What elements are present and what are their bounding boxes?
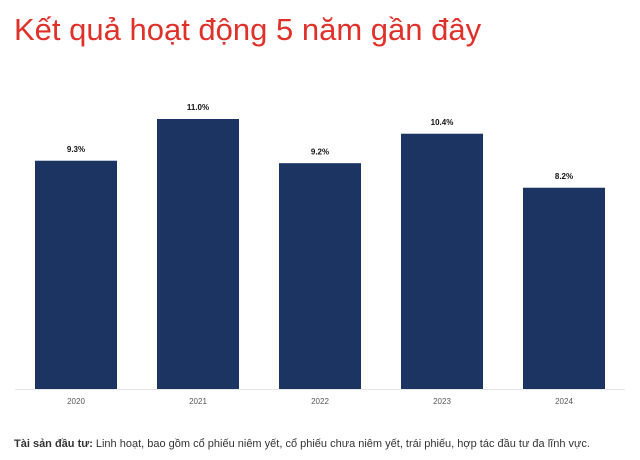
value-label: 8.2% (555, 172, 573, 181)
value-label: 9.2% (311, 147, 329, 156)
x-tick-label: 2021 (189, 397, 207, 406)
footnote-label: Tài sản đầu tư: (14, 438, 93, 450)
value-label: 10.4% (431, 118, 454, 127)
x-tick-label: 2020 (67, 397, 85, 406)
x-tick-label: 2024 (555, 397, 573, 406)
value-label: 9.3% (67, 145, 85, 154)
x-tick-label: 2023 (433, 397, 451, 406)
value-label: 11.0% (187, 103, 209, 112)
bar (279, 163, 361, 389)
bar (523, 187, 605, 389)
footnote-text: Linh hoạt, bao gồm cổ phiếu niêm yết, cổ… (96, 438, 590, 450)
bar (157, 119, 239, 389)
x-tick-label: 2022 (311, 397, 329, 406)
bar (401, 133, 483, 389)
footnote: Tài sản đầu tư: Linh hoạt, bao gồm cổ phi… (14, 438, 590, 450)
bar (35, 160, 117, 389)
chart-title: Kết quả hoạt động 5 năm gần đây (14, 12, 482, 47)
